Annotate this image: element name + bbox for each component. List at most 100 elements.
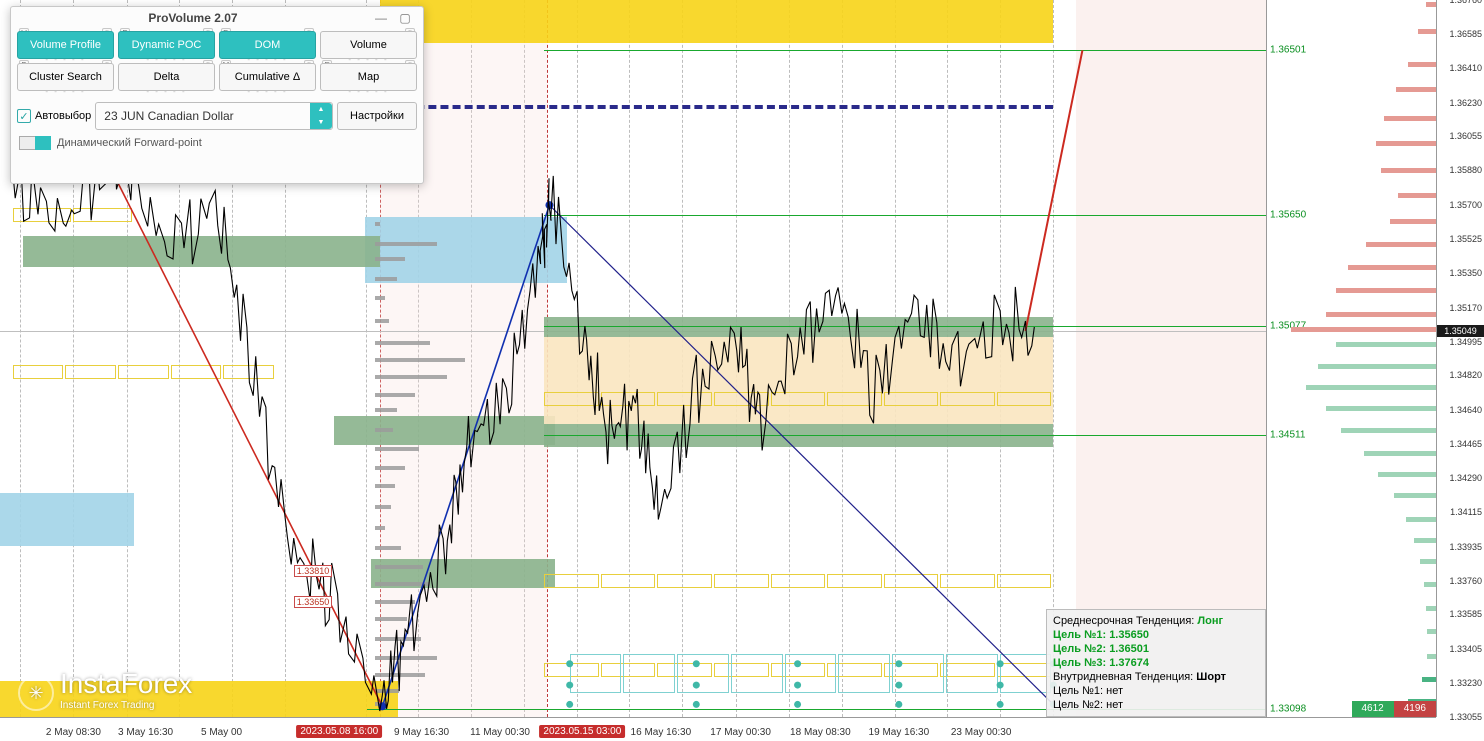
yellow-cell bbox=[65, 365, 116, 379]
vp-bar bbox=[1390, 219, 1436, 224]
yellow-cell bbox=[73, 208, 132, 222]
price-tick: 1.34290 bbox=[1449, 473, 1482, 483]
cyan-cell bbox=[785, 654, 837, 693]
volume-profile-button[interactable]: Volume Profile- - - - - bbox=[17, 31, 114, 59]
level-line bbox=[544, 435, 1266, 436]
cluster-search-button[interactable]: Cluster Search- - - - - bbox=[17, 63, 114, 91]
panel-button-cell: P⚙Dynamic POC- - - - - bbox=[118, 31, 215, 59]
price-band bbox=[544, 337, 1053, 424]
price-tick: 1.33585 bbox=[1449, 609, 1482, 619]
price-tick: 1.34465 bbox=[1449, 439, 1482, 449]
price-tick: 1.35170 bbox=[1449, 303, 1482, 313]
session-vp-bar bbox=[375, 466, 405, 470]
price-band bbox=[544, 317, 1053, 336]
cyan-cell bbox=[570, 654, 622, 693]
intraday-target-1: Цель №1: нет bbox=[1053, 684, 1259, 698]
cumulative--button[interactable]: Cumulative Δ- - - - - bbox=[219, 63, 316, 91]
panel-titlebar[interactable]: ProVolume 2.07 — ▢ bbox=[11, 7, 423, 29]
minimize-icon[interactable]: — bbox=[369, 11, 393, 25]
price-annotation: 1.33810 bbox=[294, 565, 333, 577]
trend-intraday-header: Внутридневная Тенденция: Шорт bbox=[1053, 670, 1259, 684]
time-tick-label: 2 May 08:30 bbox=[46, 727, 101, 738]
session-vp-bar bbox=[375, 393, 415, 397]
screenshot-root: 1.365011.356501.350771.345111.330981.338… bbox=[0, 0, 1484, 741]
yellow-cell bbox=[544, 392, 599, 406]
settings-button[interactable]: Настройки bbox=[337, 102, 417, 130]
panel-button-cell: B⚙Cluster Search- - - - - bbox=[17, 63, 114, 91]
session-vp-bar bbox=[375, 505, 391, 509]
instrument-combo[interactable]: 23 JUN Canadian Dollar ▲▼ bbox=[95, 102, 333, 130]
vp-bar bbox=[1396, 87, 1436, 92]
vp-bar bbox=[1364, 451, 1436, 456]
price-tick: 1.36230 bbox=[1449, 98, 1482, 108]
session-vp-bar bbox=[375, 358, 465, 362]
session-vp-bar bbox=[375, 277, 397, 281]
panel-button-cell: ⚙Delta- - - - - bbox=[118, 63, 215, 91]
price-tick: 1.36410 bbox=[1449, 63, 1482, 73]
session-vp-bar bbox=[375, 428, 393, 432]
forward-point-label: Динамический Forward-point bbox=[57, 137, 202, 149]
price-tick: 1.33935 bbox=[1449, 542, 1482, 552]
price-tick: 1.33405 bbox=[1449, 644, 1482, 654]
vp-bar bbox=[1291, 327, 1436, 332]
price-annotation: 1.33650 bbox=[294, 596, 333, 608]
expand-icon[interactable]: ▢ bbox=[393, 11, 417, 25]
combo-spin-icon[interactable]: ▲▼ bbox=[310, 103, 332, 129]
time-tick-label: 3 May 16:30 bbox=[118, 727, 173, 738]
vp-bar bbox=[1414, 538, 1436, 543]
vp-bar bbox=[1427, 654, 1436, 659]
cyan-cell bbox=[1000, 654, 1052, 693]
yellow-cell bbox=[940, 392, 995, 406]
yellow-cell bbox=[223, 365, 274, 379]
trend-mid-header: Среднесрочная Тенденция: Лонг bbox=[1053, 614, 1259, 628]
trend-target-1: Цель №1: 1.35650 bbox=[1053, 628, 1259, 642]
vp-bar bbox=[1318, 364, 1436, 369]
forward-point-toggle[interactable] bbox=[19, 136, 51, 150]
vp-bar bbox=[1384, 116, 1436, 121]
yellow-cell bbox=[13, 208, 72, 222]
map-button[interactable]: Map- - - - - bbox=[320, 63, 417, 91]
yellow-cell bbox=[827, 392, 882, 406]
session-vp-bar bbox=[375, 637, 421, 641]
session-vp-bar bbox=[375, 702, 387, 706]
yellow-cell bbox=[771, 574, 826, 588]
yellow-cell bbox=[657, 574, 712, 588]
price-tick: 1.35525 bbox=[1449, 234, 1482, 244]
panel-button-row: B⚙Cluster Search- - - - -⚙Delta- - - - -… bbox=[17, 63, 417, 91]
dom-button[interactable]: DOM- - - - - bbox=[219, 31, 316, 59]
vp-bar bbox=[1381, 168, 1436, 173]
trend-target-3: Цель №3: 1.37674 bbox=[1053, 656, 1259, 670]
vp-bar bbox=[1336, 342, 1436, 347]
volume-button[interactable]: Volume- - - - - bbox=[320, 31, 417, 59]
time-tick-label: 5 May 00 bbox=[201, 727, 242, 738]
price-tick: 1.33055 bbox=[1449, 712, 1482, 722]
session-vp-bar bbox=[375, 526, 385, 530]
yellow-cell bbox=[827, 574, 882, 588]
session-vp-bar bbox=[375, 546, 401, 550]
price-tick: 1.33230 bbox=[1449, 678, 1482, 688]
vp-bar bbox=[1378, 472, 1436, 477]
yellow-cell bbox=[171, 365, 222, 379]
time-tick-label: 16 May 16:30 bbox=[631, 727, 692, 738]
dynamic-poc-button[interactable]: Dynamic POC- - - - - bbox=[118, 31, 215, 59]
time-tick-label: 9 May 16:30 bbox=[394, 727, 449, 738]
session-vp-bar bbox=[375, 484, 395, 488]
yellow-cell bbox=[601, 392, 656, 406]
vp-bar bbox=[1426, 2, 1436, 7]
level-line bbox=[544, 326, 1266, 327]
yellow-cell bbox=[884, 392, 939, 406]
price-tick: 1.34640 bbox=[1449, 405, 1482, 415]
brand-name: InstaForex bbox=[60, 668, 192, 699]
autoselect-checkbox[interactable]: ✓ bbox=[17, 109, 31, 123]
price-tick: 1.34115 bbox=[1450, 507, 1482, 517]
yellow-cell bbox=[657, 392, 712, 406]
button-dots: - - - - - bbox=[220, 87, 315, 96]
price-tick: 1.34995 bbox=[1449, 337, 1482, 347]
session-vp-bar bbox=[375, 617, 407, 621]
price-band bbox=[334, 416, 554, 445]
time-tick-label: 18 May 08:30 bbox=[790, 727, 851, 738]
delta-button[interactable]: Delta- - - - - bbox=[118, 63, 215, 91]
yellow-cell bbox=[771, 392, 826, 406]
yellow-cell bbox=[13, 365, 64, 379]
panel-button-grid: V⚙Volume Profile- - - - -P⚙Dynamic POC- … bbox=[11, 29, 423, 99]
